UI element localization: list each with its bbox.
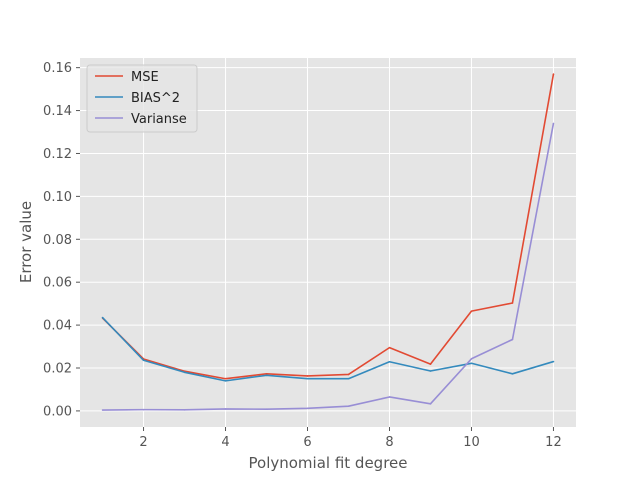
- legend: MSE BIAS^2 Varianse: [86, 64, 198, 133]
- series-line-bias: [101, 317, 554, 382]
- y-tick-label: 0.00: [43, 404, 72, 419]
- x-tick-label: 12: [545, 435, 562, 450]
- data-point-variance: [183, 409, 186, 411]
- x-tick-label: 10: [463, 435, 480, 450]
- data-point-mse: [470, 310, 473, 312]
- x-ticks: 2 4 6 8 10 12: [139, 427, 562, 450]
- data-point-variance: [306, 407, 309, 410]
- data-point-bias: [388, 360, 391, 363]
- y-tick-label: 0.04: [43, 319, 72, 334]
- grid: [80, 58, 576, 427]
- data-point-mse: [347, 373, 350, 376]
- x-tick-label: 6: [303, 435, 311, 450]
- legend-label-variance: Varianse: [131, 112, 187, 127]
- y-axis-label: Error value: [17, 201, 35, 283]
- data-point-mse: [306, 375, 309, 377]
- data-point-bias: [552, 360, 555, 363]
- data-point-variance: [265, 408, 268, 410]
- data-point-bias: [306, 377, 309, 380]
- x-tick-label: 4: [221, 435, 229, 450]
- data-point-variance: [142, 408, 145, 411]
- data-point-mse: [265, 373, 268, 375]
- y-tick-label: 0.08: [43, 233, 72, 248]
- y-tick-label: 0.06: [43, 276, 72, 291]
- series-line-mse: [101, 73, 555, 380]
- x-tick-label: 2: [139, 435, 147, 450]
- x-tick-label: 8: [385, 435, 393, 450]
- legend-box: [86, 64, 198, 133]
- data-point-mse: [429, 363, 432, 365]
- data-point-variance: [388, 396, 391, 398]
- data-point-bias: [224, 380, 227, 382]
- data-point-mse: [224, 377, 227, 380]
- data-point-bias: [429, 370, 432, 372]
- y-tick-label: 0.12: [43, 147, 72, 162]
- y-tick-label: 0.16: [43, 61, 72, 76]
- data-point-bias: [101, 316, 104, 319]
- data-point-mse: [511, 302, 514, 304]
- data-point-variance: [347, 405, 350, 407]
- y-ticks: 0.00 0.02 0.04 0.06 0.08 0.10 0.12 0.14 0.16: [43, 61, 80, 419]
- data-point-mse: [388, 346, 391, 349]
- y-tick-label: 0.10: [43, 190, 72, 205]
- series-lines: [101, 73, 555, 411]
- legend-label-bias: BIAS^2: [131, 91, 180, 106]
- data-point-variance: [470, 357, 473, 360]
- data-point-variance: [224, 408, 227, 410]
- series-line-variance: [102, 123, 555, 411]
- data-point-variance: [429, 403, 432, 405]
- data-point-mse: [552, 73, 555, 75]
- data-point-variance: [101, 409, 104, 411]
- data-point-bias: [511, 373, 514, 375]
- data-point-bias: [470, 362, 473, 365]
- data-point-bias: [265, 374, 268, 377]
- y-tick-label: 0.14: [43, 104, 72, 119]
- y-tick-label: 0.02: [43, 362, 72, 377]
- data-point-variance: [511, 338, 514, 341]
- legend-label-mse: MSE: [131, 70, 159, 85]
- data-point-bias: [142, 359, 145, 362]
- data-point-bias: [347, 377, 350, 380]
- x-axis-label: Polynomial fit degree: [249, 454, 408, 472]
- data-point-bias: [183, 371, 186, 374]
- data-point-variance: [552, 122, 555, 125]
